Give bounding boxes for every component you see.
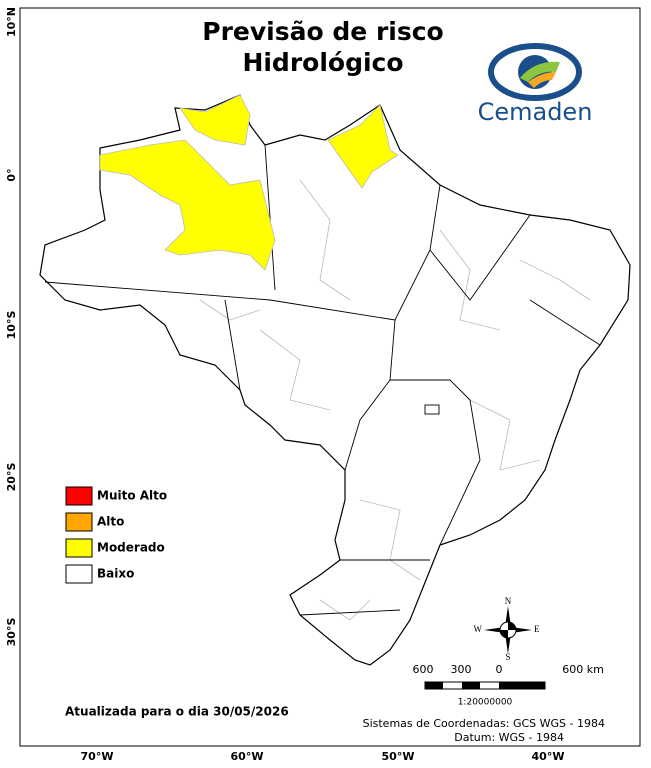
legend-swatch: [65, 564, 93, 584]
latitude-label: 30°S: [5, 618, 18, 647]
compass-label: S: [505, 652, 510, 662]
longitude-label: 40°W: [532, 750, 565, 763]
compass-label: W: [474, 624, 483, 634]
region-roraima: [179, 94, 251, 146]
latitude-label: 0°: [5, 168, 18, 181]
compass-label: E: [534, 624, 540, 634]
latitude-label: 20°S: [5, 463, 18, 492]
title-line: Previsão de risco: [202, 17, 443, 46]
latitude-label: 10°N: [5, 7, 18, 37]
state-lines: [44, 144, 601, 616]
legend-swatch: [65, 538, 93, 558]
logo: Cemaden: [478, 43, 593, 126]
legend-label: Alto: [97, 515, 124, 529]
compass-label: N: [505, 596, 512, 606]
scale-bar: 600 300 0 600 km 1:20000000: [413, 663, 604, 708]
title-line: Hidrológico: [242, 48, 403, 77]
scale-ratio: 1:20000000: [458, 698, 513, 708]
crs-note: Sistemas de Coordenadas: GCS WGS - 1984: [363, 717, 605, 730]
region-amazonas: [99, 139, 276, 271]
legend-label: Moderado: [97, 541, 165, 555]
scale-label: 600 km: [562, 663, 604, 676]
longitude-label: 70°W: [81, 750, 114, 763]
compass: N S W E: [474, 596, 541, 662]
legend-label: Muito Alto: [97, 489, 167, 503]
legend-label: Baixo: [97, 567, 134, 581]
scale-label: 300: [451, 663, 472, 676]
moderate-regions: [99, 94, 399, 271]
scale-label: 0: [496, 663, 503, 676]
longitude-label: 50°W: [382, 750, 415, 763]
region-amapa: [327, 104, 399, 189]
legend: Muito Alto Alto Moderado Baixo: [65, 486, 167, 584]
municipal-lines: [199, 179, 591, 621]
scale-label: 600: [413, 663, 434, 676]
legend-swatch: [65, 486, 93, 506]
latitude-labels: 10°N 0° 10°S 20°S 30°S: [5, 7, 18, 646]
longitude-labels: 70°W 60°W 50°W 40°W: [81, 750, 565, 763]
longitude-label: 60°W: [231, 750, 264, 763]
legend-swatch: [65, 512, 93, 532]
latitude-label: 10°S: [5, 311, 18, 340]
logo-text: Cemaden: [478, 98, 593, 126]
datum-note: Datum: WGS - 1984: [454, 731, 564, 744]
update-note: Atualizada para o dia 30/05/2026: [65, 705, 289, 719]
